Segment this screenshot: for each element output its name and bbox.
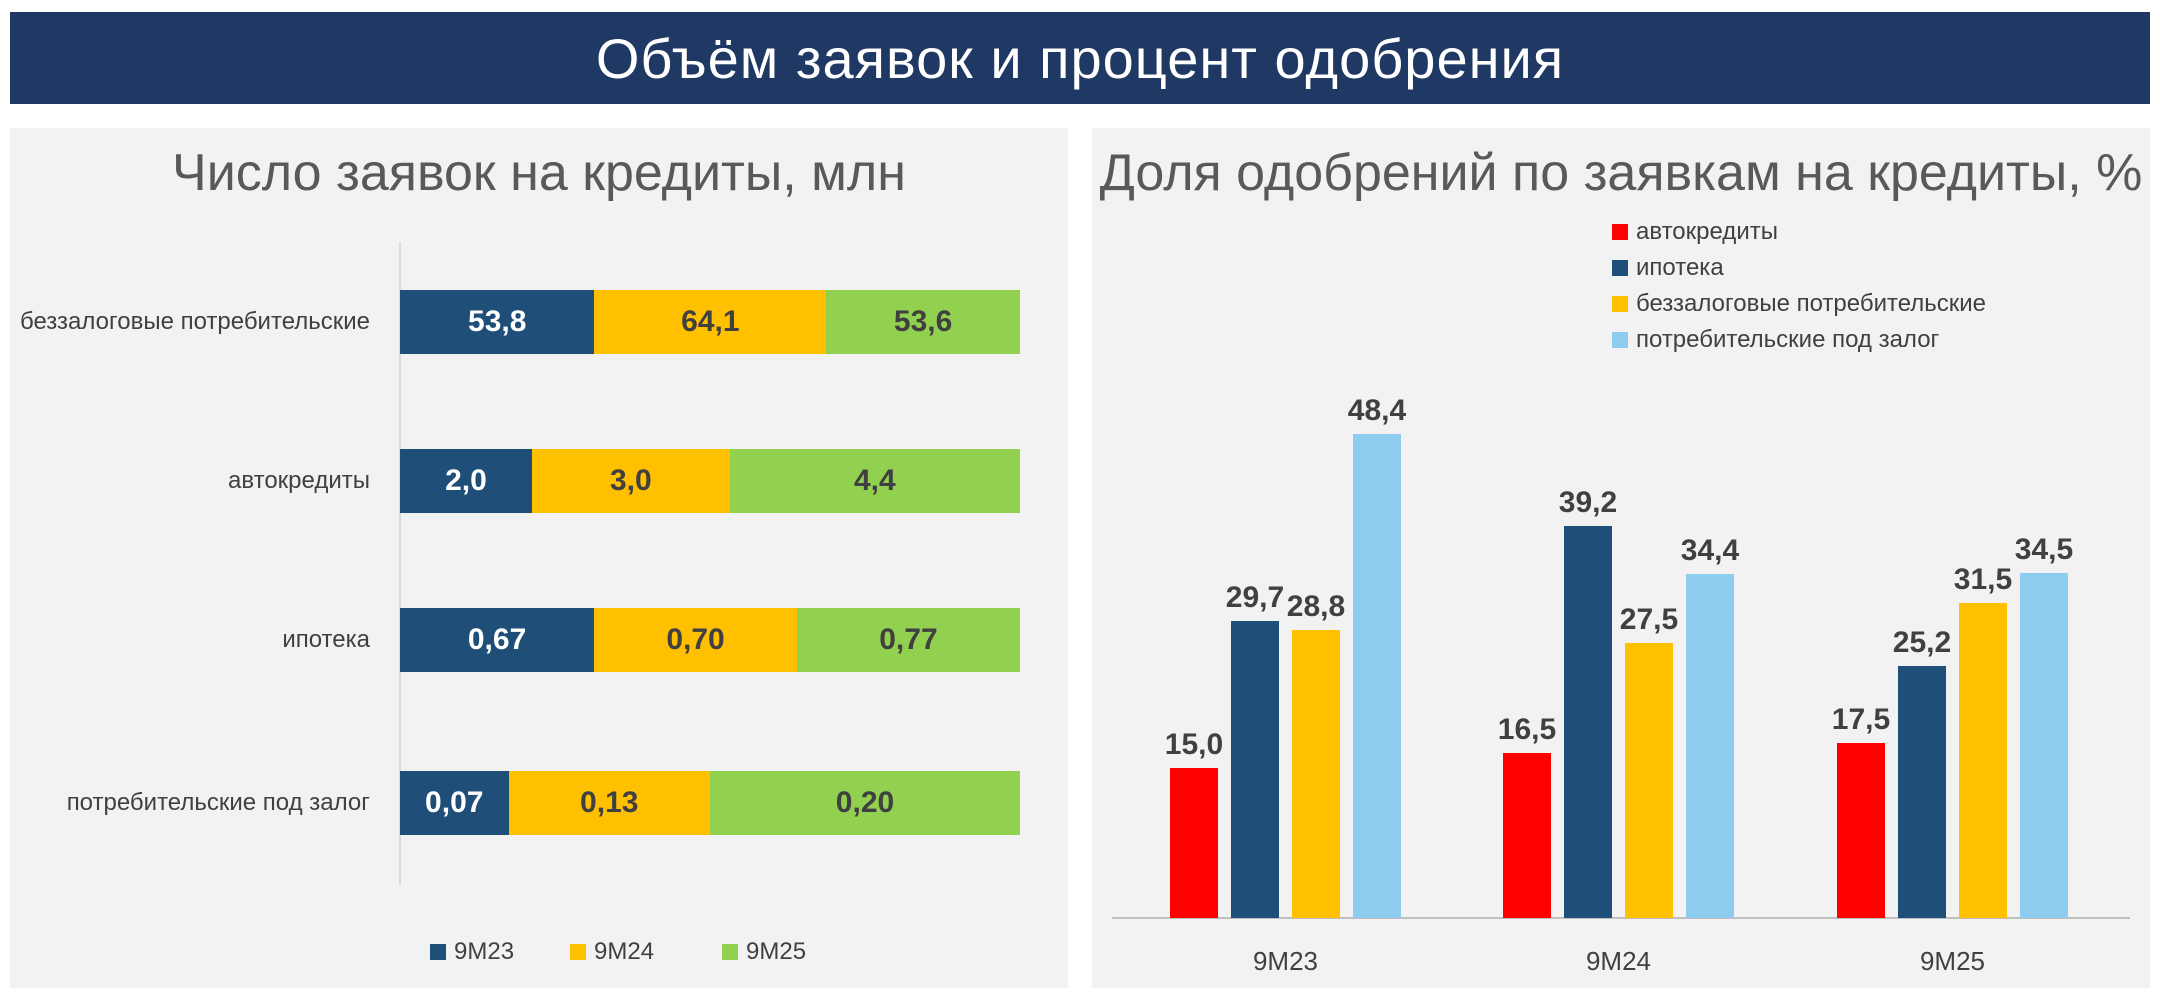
bar-segment-9M25: 0,77 xyxy=(796,608,1020,672)
data-label: 17,5 xyxy=(1832,703,1890,736)
legend-swatch xyxy=(722,944,738,960)
x-tick-label: 9M24 xyxy=(1586,946,1651,976)
approval-chart-panel: Доля одобрений по заявкам на кредиты, % … xyxy=(1092,128,2150,988)
requests-chart-title: Число заявок на кредиты, млн xyxy=(172,144,906,202)
data-label: 29,7 xyxy=(1226,581,1284,614)
legend-item: 9M23 xyxy=(430,938,514,966)
page-title-banner: Объём заявок и процент одобрения xyxy=(10,12,2150,104)
legend-item: 9M24 xyxy=(570,938,654,966)
legend-item: ипотека xyxy=(1612,254,1986,282)
legend-item: 9M25 xyxy=(722,938,806,966)
legend-label: автокредиты xyxy=(1636,218,1778,245)
bar xyxy=(2020,573,2068,918)
bar xyxy=(1898,666,1946,918)
data-label: 34,5 xyxy=(2015,533,2073,566)
x-tick-label: 9M23 xyxy=(1253,946,1318,976)
stacked-bar: 53,8 64,1 53,6 xyxy=(400,290,1020,354)
x-tick-label: 9M25 xyxy=(1920,946,1985,976)
legend-item: потребительские под залог xyxy=(1612,326,1986,354)
legend-item: автокредиты xyxy=(1612,218,1986,246)
bar xyxy=(1686,574,1734,918)
data-label: 16,5 xyxy=(1498,713,1556,746)
bar xyxy=(1292,630,1340,918)
legend-item: беззалоговые потребительские xyxy=(1612,290,1986,318)
bar-segment-9M24: 0,13 xyxy=(508,771,710,835)
legend-swatch xyxy=(1612,296,1628,312)
bar-segment-9M24: 3,0 xyxy=(531,449,730,513)
data-label: 15,0 xyxy=(1165,728,1223,761)
approval-bar-chart: 15,0 29,7 28,8 48,4 9M23 16,5 39,2 27,5 34,4 9M24… xyxy=(1112,394,2130,976)
bar xyxy=(1170,768,1218,918)
category-label: потребительские под залог xyxy=(66,789,370,816)
approval-legend: автокредиты ипотека беззалоговые потребите… xyxy=(1612,218,1986,362)
bar-segment-9M23: 0,67 xyxy=(400,608,595,672)
data-label: 28,8 xyxy=(1287,590,1345,623)
legend-swatch xyxy=(430,944,446,960)
legend-label: потребительские под залог xyxy=(1636,326,1940,353)
legend-label: ипотека xyxy=(1636,254,1724,281)
bar-segment-9M25: 53,6 xyxy=(826,290,1020,354)
legend-label: беззалоговые потребительские xyxy=(1636,290,1987,317)
legend-label: 9M25 xyxy=(746,938,807,965)
category-label: беззалоговые потребительские xyxy=(19,308,370,335)
bar-segment-9M23: 0,07 xyxy=(400,771,509,835)
data-label: 25,2 xyxy=(1893,626,1951,659)
bar-segment-9M23: 2,0 xyxy=(400,449,532,513)
bar-segment-9M24: 64,1 xyxy=(594,290,827,354)
stacked-bar: 2,0 3,0 4,4 xyxy=(400,449,1020,513)
data-label: 39,2 xyxy=(1559,486,1617,519)
data-label: 34,4 xyxy=(1681,534,1740,567)
legend-swatch xyxy=(1612,332,1628,348)
stacked-bar: 0,07 0,13 0,20 xyxy=(400,771,1020,835)
bar xyxy=(1231,621,1279,918)
stacked-bar: 0,67 0,70 0,77 xyxy=(400,608,1020,672)
bar-segment-9M25: 4,4 xyxy=(729,449,1020,513)
legend-swatch xyxy=(1612,260,1628,276)
approval-chart-title: Доля одобрений по заявкам на кредиты, % xyxy=(1099,144,2143,202)
legend-swatch xyxy=(1612,224,1628,240)
requests-chart-panel: Число заявок на кредиты, млн беззалоговы… xyxy=(10,128,1068,988)
data-label: 48,4 xyxy=(1348,394,1407,427)
category-label: ипотека xyxy=(282,626,370,653)
bar xyxy=(1564,526,1612,918)
bar xyxy=(1959,603,2007,918)
bar-segment-9M23: 53,8 xyxy=(400,290,595,354)
bar xyxy=(1625,643,1673,918)
bar xyxy=(1353,434,1401,918)
page-title: Объём заявок и процент одобрения xyxy=(595,26,1565,90)
legend-swatch xyxy=(570,944,586,960)
bar-segment-9M24: 0,70 xyxy=(594,608,797,672)
data-label: 31,5 xyxy=(1954,563,2012,596)
category-axis-line xyxy=(399,242,401,884)
legend-label: 9M23 xyxy=(454,938,515,965)
bar-segment-9M25: 0,20 xyxy=(710,771,1020,835)
legend-label: 9M24 xyxy=(594,938,655,965)
category-label: автокредиты xyxy=(228,467,370,494)
bar xyxy=(1503,753,1551,918)
data-label: 27,5 xyxy=(1620,603,1678,636)
bar xyxy=(1837,743,1885,918)
